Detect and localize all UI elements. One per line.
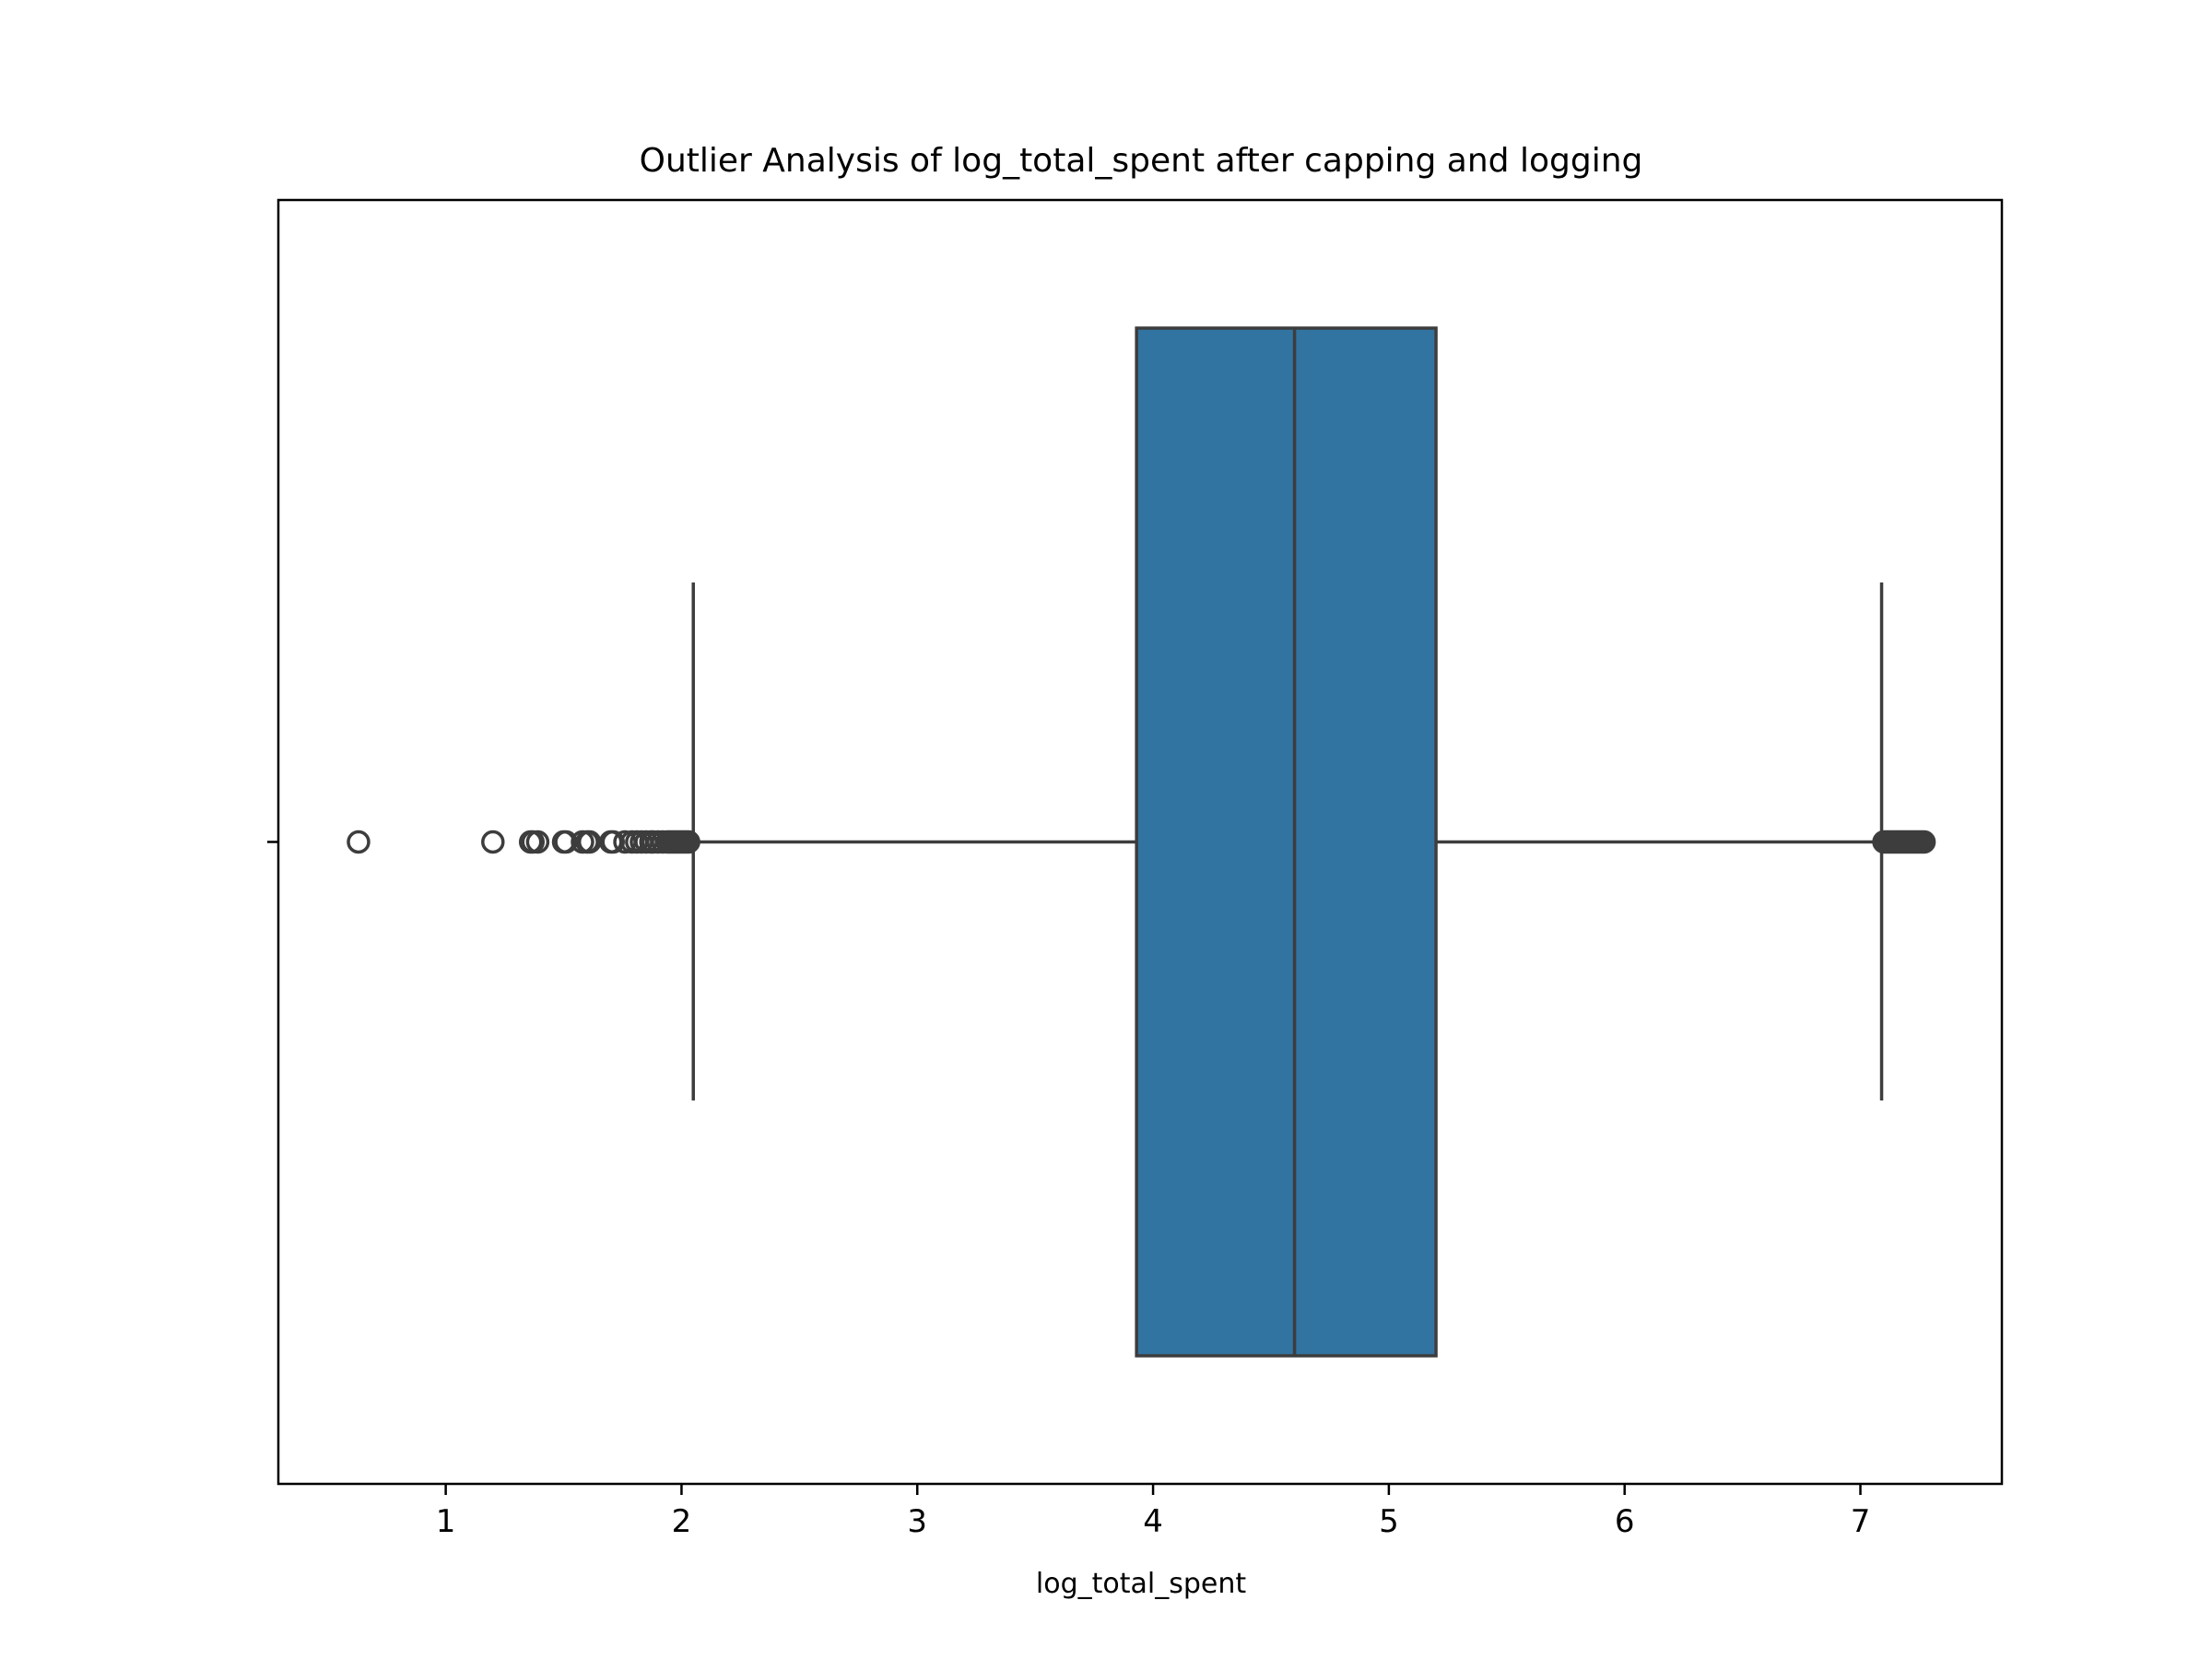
outlier-point — [677, 830, 700, 854]
x-tick-label: 5 — [1379, 1503, 1399, 1540]
x-axis-label: log_total_spent — [1036, 1568, 1246, 1600]
outlier-point — [1912, 830, 1936, 854]
plot-area: 1 2 3 4 5 6 7 — [267, 198, 2004, 1540]
x-tick-label: 7 — [1851, 1503, 1871, 1540]
outlier-point — [525, 830, 550, 854]
iqr-box — [1135, 326, 1438, 1358]
x-tick-label: 6 — [1615, 1503, 1635, 1540]
x-tick-label: 3 — [907, 1503, 927, 1540]
x-tick-label: 2 — [672, 1503, 692, 1540]
chart-title: Outlier Analysis of log_total_spent afte… — [640, 142, 1643, 180]
x-tick-label: 1 — [436, 1503, 456, 1540]
outlier-point — [347, 830, 371, 854]
outlier-point — [481, 830, 505, 854]
x-tick-label: 4 — [1143, 1503, 1163, 1540]
